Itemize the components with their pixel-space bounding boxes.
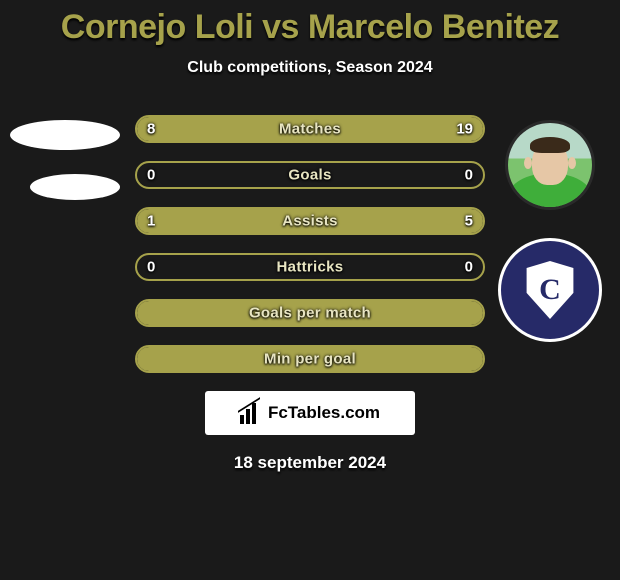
date-label: 18 september 2024: [0, 453, 620, 473]
brand-text: FcTables.com: [268, 403, 380, 423]
player1-club-placeholder: [30, 174, 120, 200]
stat-row: Goals per match: [135, 299, 485, 327]
stats-bars: 819Matches 00Goals 15Assists 00Hattricks Goa…: [135, 115, 485, 373]
stat-metric-label: Goals: [137, 167, 483, 184]
left-player-column: [0, 110, 130, 200]
player1-avatar-placeholder: [10, 120, 120, 150]
stat-metric-label: Matches: [137, 121, 483, 138]
comparison-infographic: Cornejo Loli vs Marcelo Benitez Club com…: [0, 0, 620, 580]
stat-row: 819Matches: [135, 115, 485, 143]
stat-metric-label: Hattricks: [137, 259, 483, 276]
stat-metric-label: Assists: [137, 213, 483, 230]
stat-row: Min per goal: [135, 345, 485, 373]
brand-chart-icon: [240, 402, 262, 424]
subtitle: Club competitions, Season 2024: [0, 59, 620, 77]
player2-club-badge: C: [498, 238, 602, 342]
club-shield-icon: C: [524, 261, 576, 319]
page-title: Cornejo Loli vs Marcelo Benitez: [0, 0, 620, 47]
player2-avatar: [505, 120, 595, 210]
stat-metric-label: Min per goal: [137, 351, 483, 368]
stat-row: 15Assists: [135, 207, 485, 235]
brand-badge: FcTables.com: [205, 391, 415, 435]
stat-row: 00Hattricks: [135, 253, 485, 281]
right-player-column: C: [490, 120, 610, 342]
stat-metric-label: Goals per match: [137, 305, 483, 322]
stat-row: 00Goals: [135, 161, 485, 189]
